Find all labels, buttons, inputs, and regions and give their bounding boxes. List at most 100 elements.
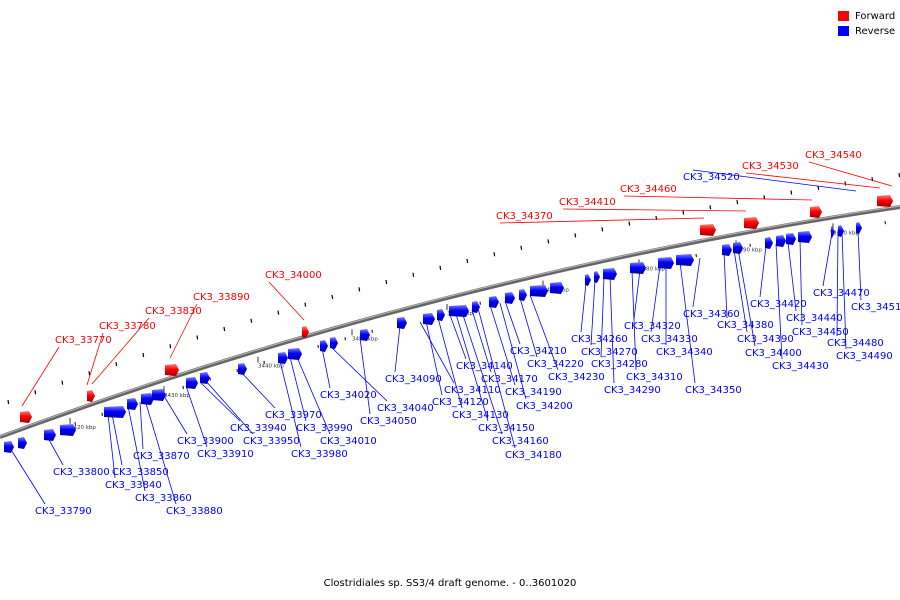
upper-tick: [250, 318, 253, 323]
gene-label-ck3-34040[interactable]: CK3_34040: [377, 403, 434, 414]
gene-label-ck3-34320[interactable]: CK3_34320: [624, 321, 681, 332]
gene-label-ck3-33910[interactable]: CK3_33910: [197, 449, 254, 460]
gene-label-ck3-34530[interactable]: CK3_34530: [742, 161, 799, 172]
leader-line-ck3-34470: [822, 232, 833, 287]
legend: Forward Reverse: [838, 9, 895, 39]
gene-label-ck3-33800[interactable]: CK3_33800: [53, 467, 110, 478]
gene-label-ck3-34010[interactable]: CK3_34010: [320, 436, 377, 447]
reverse-gene-block-3: [44, 429, 56, 441]
gene-label-ck3-34140[interactable]: CK3_34140: [456, 361, 513, 372]
gene-label-ck3-34420[interactable]: CK3_34420: [750, 299, 807, 310]
gene-label-ck3-34270[interactable]: CK3_34270: [581, 347, 638, 358]
reverse-gene-block-28: [594, 271, 600, 283]
leader-line-ck3-34040: [329, 345, 388, 402]
gene-label-ck3-34220[interactable]: CK3_34220: [527, 359, 584, 370]
gene-label-ck3-34000[interactable]: CK3_34000: [265, 270, 322, 281]
gene-label-ck3-34090[interactable]: CK3_34090: [385, 374, 442, 385]
gene-label-ck3-33860[interactable]: CK3_33860: [135, 493, 192, 504]
gene-label-ck3-34410[interactable]: CK3_34410: [559, 197, 616, 208]
gene-label-ck3-34260[interactable]: CK3_34260: [571, 334, 628, 345]
forward-gene-block-8: [877, 195, 893, 207]
leader-line-ck3-34320: [633, 269, 641, 320]
leader-line-ck3-34310: [631, 270, 637, 371]
gene-label-ck3-33880[interactable]: CK3_33880: [166, 506, 223, 517]
gene-label-ck3-34470[interactable]: CK3_34470: [813, 288, 870, 299]
gene-label-ck3-34280[interactable]: CK3_34280: [591, 359, 648, 370]
gene-label-ck3-34180[interactable]: CK3_34180: [505, 450, 562, 461]
leader-line-ck3-34410: [562, 208, 747, 212]
gene-label-ck3-34170[interactable]: CK3_34170: [481, 374, 538, 385]
leader-line-ck3-34150: [455, 313, 489, 422]
leader-line-ck3-34000: [268, 281, 305, 321]
genome-backbone: [0, 205, 900, 439]
gene-label-ck3-34430[interactable]: CK3_34430: [772, 361, 829, 372]
gene-label-ck3-34520[interactable]: CK3_34520: [683, 172, 740, 183]
upper-tick: [790, 190, 793, 195]
gene-label-ck3-33980[interactable]: CK3_33980: [291, 449, 348, 460]
reverse-gene-block-6: [127, 398, 138, 410]
leader-line-ck3-33950: [204, 379, 254, 435]
gene-label-ck3-34020[interactable]: CK3_34020: [320, 390, 377, 401]
gene-label-ck3-34370[interactable]: CK3_34370: [496, 211, 553, 222]
upper-tick: [736, 200, 739, 205]
gene-label-ck3-34360[interactable]: CK3_34360: [683, 309, 740, 320]
reverse-gene-block-29: [603, 268, 617, 280]
gene-label-ck3-34400[interactable]: CK3_34400: [745, 348, 802, 359]
gene-labels: CK3_33770 CK3_33780 CK3_33830 CK3_33890 CK3_…: [35, 150, 900, 517]
gene-label-ck3-34390[interactable]: CK3_34390: [737, 334, 794, 345]
gene-label-ck3-33890[interactable]: CK3_33890: [193, 292, 250, 303]
gene-label-ck3-34350[interactable]: CK3_34350: [685, 385, 742, 396]
scale-label-3490-kbp: 3490 kbp: [736, 247, 762, 253]
gene-label-ck3-33790[interactable]: CK3_33790: [35, 506, 92, 517]
leader-line-ck3-34210: [504, 300, 521, 345]
gene-label-ck3-34450[interactable]: CK3_34450: [792, 327, 849, 338]
gene-label-ck3-34340[interactable]: CK3_34340: [656, 347, 713, 358]
gene-label-ck3-34510[interactable]: CK3_34510: [851, 302, 900, 313]
gene-label-ck3-34330[interactable]: CK3_34330: [641, 334, 698, 345]
upper-tick: [7, 399, 10, 405]
gene-label-ck3-33940[interactable]: CK3_33940: [230, 423, 287, 434]
leader-line-ck3-34170: [471, 309, 492, 373]
gene-label-ck3-33900[interactable]: CK3_33900: [177, 436, 234, 447]
gene-label-ck3-33970[interactable]: CK3_33970: [265, 410, 322, 421]
reverse-gene-block-1: [4, 441, 14, 453]
gene-label-ck3-34130[interactable]: CK3_34130: [452, 410, 509, 421]
gene-label-ck3-34110[interactable]: CK3_34110: [444, 385, 501, 396]
gene-label-ck3-34460[interactable]: CK3_34460: [620, 184, 677, 195]
leader-line-ck3-33830: [91, 317, 150, 385]
reverse-gene-block-19: [437, 309, 445, 321]
legend-forward: Forward: [838, 9, 895, 23]
gene-label-ck3-34200[interactable]: CK3_34200: [516, 401, 573, 412]
upper-tick: [817, 185, 820, 190]
gene-label-ck3-34190[interactable]: CK3_34190: [505, 387, 562, 398]
gene-label-ck3-33990[interactable]: CK3_33990: [296, 423, 353, 434]
gene-label-ck3-33770[interactable]: CK3_33770: [55, 335, 112, 346]
leader-line-ck3-34480: [836, 231, 839, 337]
gene-label-ck3-34440[interactable]: CK3_34440: [786, 313, 843, 324]
gene-label-ck3-34210[interactable]: CK3_34210: [510, 346, 567, 357]
gene-label-ck3-33850[interactable]: CK3_33850: [112, 467, 169, 478]
legend-reverse-label: Reverse: [855, 25, 896, 37]
reverse-gene-block-16: [360, 329, 370, 341]
gene-label-ck3-34150[interactable]: CK3_34150: [478, 423, 535, 434]
gene-label-ck3-34230[interactable]: CK3_34230: [548, 372, 605, 383]
leader-line-ck3-33910: [185, 385, 208, 448]
gene-label-ck3-34480[interactable]: CK3_34480: [827, 338, 884, 349]
gene-label-ck3-33870[interactable]: CK3_33870: [133, 451, 190, 462]
gene-label-ck3-33840[interactable]: CK3_33840: [105, 480, 162, 491]
gene-label-ck3-34540[interactable]: CK3_34540: [805, 150, 862, 161]
gene-label-ck3-34120[interactable]: CK3_34120: [432, 397, 489, 408]
upper-tick: [304, 302, 307, 307]
gene-label-ck3-33780[interactable]: CK3_33780: [99, 321, 156, 332]
leader-line-ck3-34390: [733, 249, 748, 333]
gene-label-ck3-34490[interactable]: CK3_34490: [836, 351, 893, 362]
gene-label-ck3-34290[interactable]: CK3_34290: [604, 385, 661, 396]
gene-label-ck3-34310[interactable]: CK3_34310: [626, 372, 683, 383]
gene-label-ck3-34160[interactable]: CK3_34160: [492, 436, 549, 447]
gene-label-ck3-33950[interactable]: CK3_33950: [243, 436, 300, 447]
gene-label-ck3-34380[interactable]: CK3_34380: [717, 320, 774, 331]
gene-label-ck3-34050[interactable]: CK3_34050: [360, 416, 417, 427]
reverse-gene-block-35: [765, 237, 773, 249]
reverse-gene-block-20: [449, 305, 469, 317]
gene-label-ck3-33830[interactable]: CK3_33830: [145, 306, 202, 317]
